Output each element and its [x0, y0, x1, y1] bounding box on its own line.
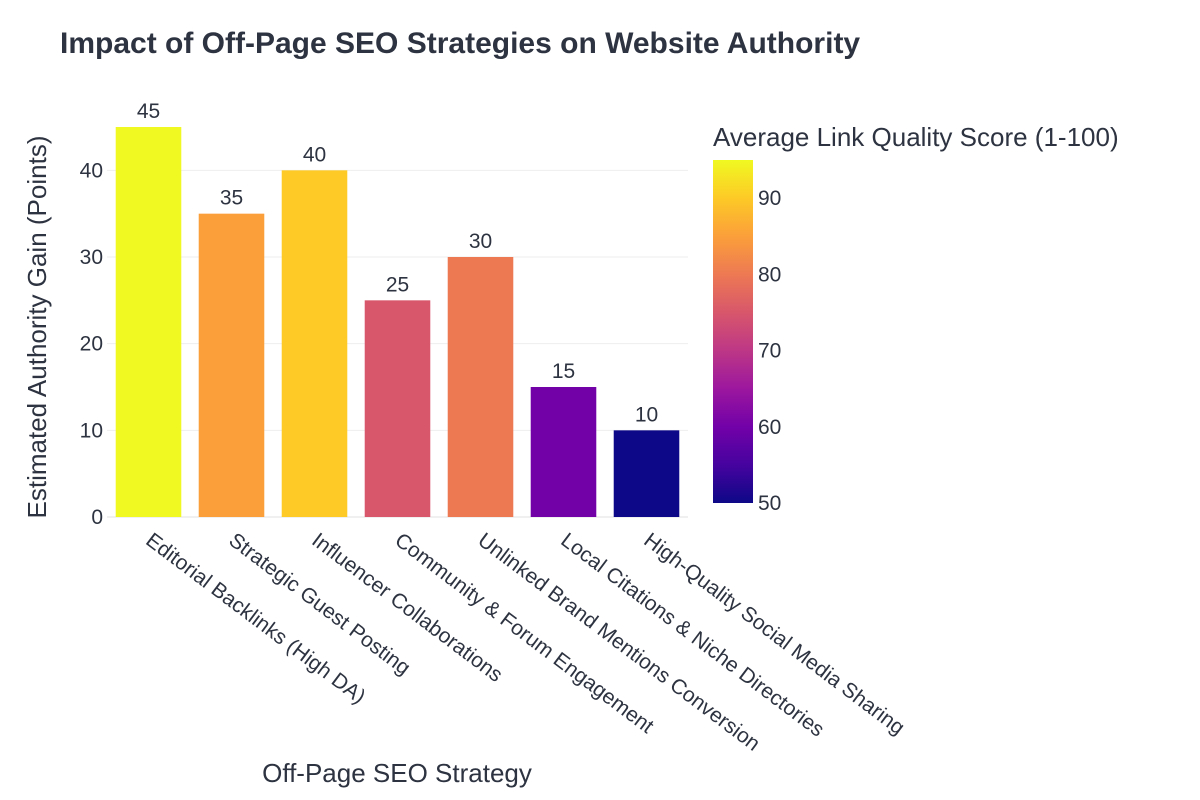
y-tick-label: 10 — [80, 419, 103, 442]
colorbar-tick-label: 90 — [758, 187, 781, 210]
bar-data-label: 40 — [303, 143, 326, 166]
y-tick-label: 40 — [80, 159, 103, 182]
colorbar-title: Average Link Quality Score (1-100) — [713, 122, 1119, 152]
colorbar-tick-label: 80 — [758, 263, 781, 286]
y-tick-label: 0 — [91, 506, 103, 529]
y-tick-label: 20 — [80, 333, 103, 356]
bar-data-label: 25 — [386, 273, 409, 296]
bar-data-label: 10 — [635, 403, 658, 426]
bar-data-label: 30 — [469, 230, 492, 253]
bars: 45 35 40 25 30 15 10 — [115, 100, 680, 518]
x-axis-ticks: Editorial Backlinks (High DA)Strategic G… — [141, 529, 908, 756]
colorbar-ticks: 50 60 70 80 90 — [758, 187, 781, 515]
x-axis-title: Off-Page SEO Strategy — [262, 758, 532, 788]
bar — [530, 387, 597, 517]
bar — [613, 430, 680, 517]
bar — [364, 300, 431, 517]
bar — [281, 170, 348, 518]
bar-data-label: 15 — [552, 360, 575, 383]
bar — [447, 257, 514, 517]
bar — [198, 213, 265, 517]
y-axis-ticks: 0 10 20 30 40 — [80, 159, 103, 529]
y-tick-label: 30 — [80, 246, 103, 269]
y-axis-title: Estimated Authority Gain (Points) — [22, 136, 52, 519]
bar-data-label: 45 — [137, 100, 160, 123]
chart-title: Impact of Off-Page SEO Strategies on Web… — [60, 27, 860, 60]
colorbar-gradient — [713, 160, 753, 503]
colorbar: Average Link Quality Score (1-100) 50 60 7… — [713, 122, 1119, 515]
colorbar-tick-label: 70 — [758, 340, 781, 363]
bar-data-label: 35 — [220, 187, 243, 210]
colorbar-tick-label: 50 — [758, 492, 781, 515]
colorbar-tick-label: 60 — [758, 416, 781, 439]
bar — [115, 127, 182, 517]
